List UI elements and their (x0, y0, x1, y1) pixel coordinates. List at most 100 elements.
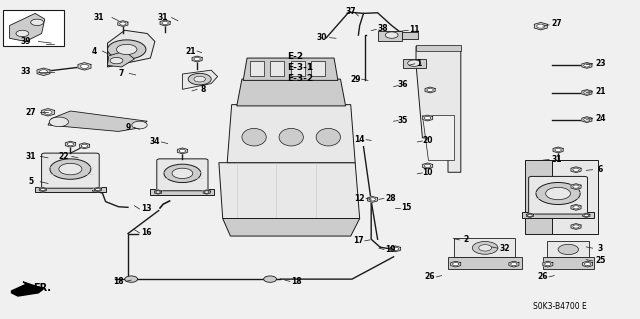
Circle shape (81, 144, 88, 147)
Circle shape (536, 182, 580, 204)
Circle shape (424, 116, 431, 120)
Polygon shape (154, 190, 162, 194)
Circle shape (81, 64, 88, 68)
Circle shape (194, 57, 200, 61)
Bar (454, 238, 515, 257)
Circle shape (194, 76, 205, 82)
Polygon shape (203, 190, 211, 194)
Circle shape (584, 64, 590, 67)
Polygon shape (582, 213, 590, 218)
Polygon shape (526, 213, 534, 218)
Text: 30: 30 (317, 33, 327, 42)
Circle shape (424, 164, 431, 167)
Text: 3: 3 (598, 244, 603, 253)
Text: 9: 9 (125, 123, 131, 132)
Text: 22: 22 (59, 152, 69, 161)
Bar (250, 61, 264, 76)
Circle shape (573, 225, 579, 228)
Circle shape (264, 276, 276, 282)
Polygon shape (177, 148, 188, 154)
Polygon shape (367, 197, 378, 202)
Polygon shape (525, 160, 552, 234)
Circle shape (452, 263, 459, 266)
Polygon shape (509, 261, 519, 267)
Bar (403, 59, 426, 68)
Text: 31: 31 (158, 13, 168, 22)
Circle shape (545, 263, 551, 266)
Circle shape (558, 244, 579, 255)
Text: 14: 14 (355, 135, 365, 144)
Polygon shape (425, 87, 435, 93)
Text: 16: 16 (141, 228, 151, 237)
Circle shape (172, 168, 193, 179)
Polygon shape (422, 163, 433, 169)
Text: 6: 6 (598, 165, 603, 174)
Bar (378, 31, 402, 41)
Circle shape (573, 206, 579, 209)
Polygon shape (12, 282, 44, 296)
FancyBboxPatch shape (42, 153, 99, 188)
Text: 20: 20 (422, 137, 433, 145)
Text: FR.: FR. (33, 283, 51, 293)
Text: 11: 11 (410, 25, 420, 34)
Polygon shape (571, 204, 581, 210)
Circle shape (120, 22, 126, 25)
Text: 35: 35 (398, 116, 408, 125)
Circle shape (132, 121, 147, 129)
Polygon shape (160, 20, 170, 26)
Polygon shape (48, 111, 147, 131)
Text: 27: 27 (552, 19, 562, 28)
Polygon shape (42, 108, 54, 116)
Polygon shape (522, 212, 594, 218)
Text: 38: 38 (378, 24, 388, 33)
Circle shape (41, 188, 45, 190)
Circle shape (125, 276, 138, 282)
Polygon shape (552, 160, 598, 234)
Text: 10: 10 (422, 168, 433, 177)
Text: 36: 36 (398, 80, 408, 89)
Bar (311, 61, 325, 76)
Polygon shape (94, 188, 102, 191)
Text: 17: 17 (353, 236, 364, 245)
Polygon shape (192, 56, 202, 62)
Text: 24: 24 (595, 114, 605, 123)
Circle shape (49, 117, 68, 127)
Polygon shape (35, 187, 106, 192)
Circle shape (369, 198, 376, 201)
Polygon shape (526, 213, 534, 218)
Ellipse shape (316, 129, 340, 146)
Circle shape (31, 19, 44, 26)
Text: 31: 31 (26, 152, 36, 161)
Polygon shape (416, 46, 461, 172)
Text: 2: 2 (463, 235, 468, 244)
Circle shape (50, 159, 91, 179)
Circle shape (41, 188, 45, 190)
Polygon shape (571, 167, 581, 173)
Polygon shape (582, 213, 590, 218)
Text: 34: 34 (150, 137, 160, 146)
Polygon shape (39, 188, 47, 191)
Circle shape (527, 214, 532, 217)
Circle shape (584, 91, 590, 94)
Circle shape (555, 148, 561, 152)
Circle shape (527, 214, 532, 217)
Polygon shape (390, 246, 401, 252)
Circle shape (156, 191, 160, 193)
Polygon shape (108, 51, 134, 67)
Polygon shape (451, 261, 461, 267)
Text: 7: 7 (119, 69, 124, 78)
Circle shape (537, 24, 545, 28)
Text: 27: 27 (26, 108, 36, 117)
Text: E-3-1: E-3-1 (287, 63, 313, 72)
Ellipse shape (242, 129, 266, 146)
Text: 18: 18 (291, 277, 301, 286)
Circle shape (479, 245, 492, 251)
Bar (270, 61, 284, 76)
Circle shape (408, 60, 420, 66)
Polygon shape (118, 21, 128, 26)
Polygon shape (203, 190, 211, 194)
Bar (448, 257, 522, 269)
Ellipse shape (279, 129, 303, 146)
Bar (291, 61, 305, 76)
Bar (3, 10, 64, 46)
